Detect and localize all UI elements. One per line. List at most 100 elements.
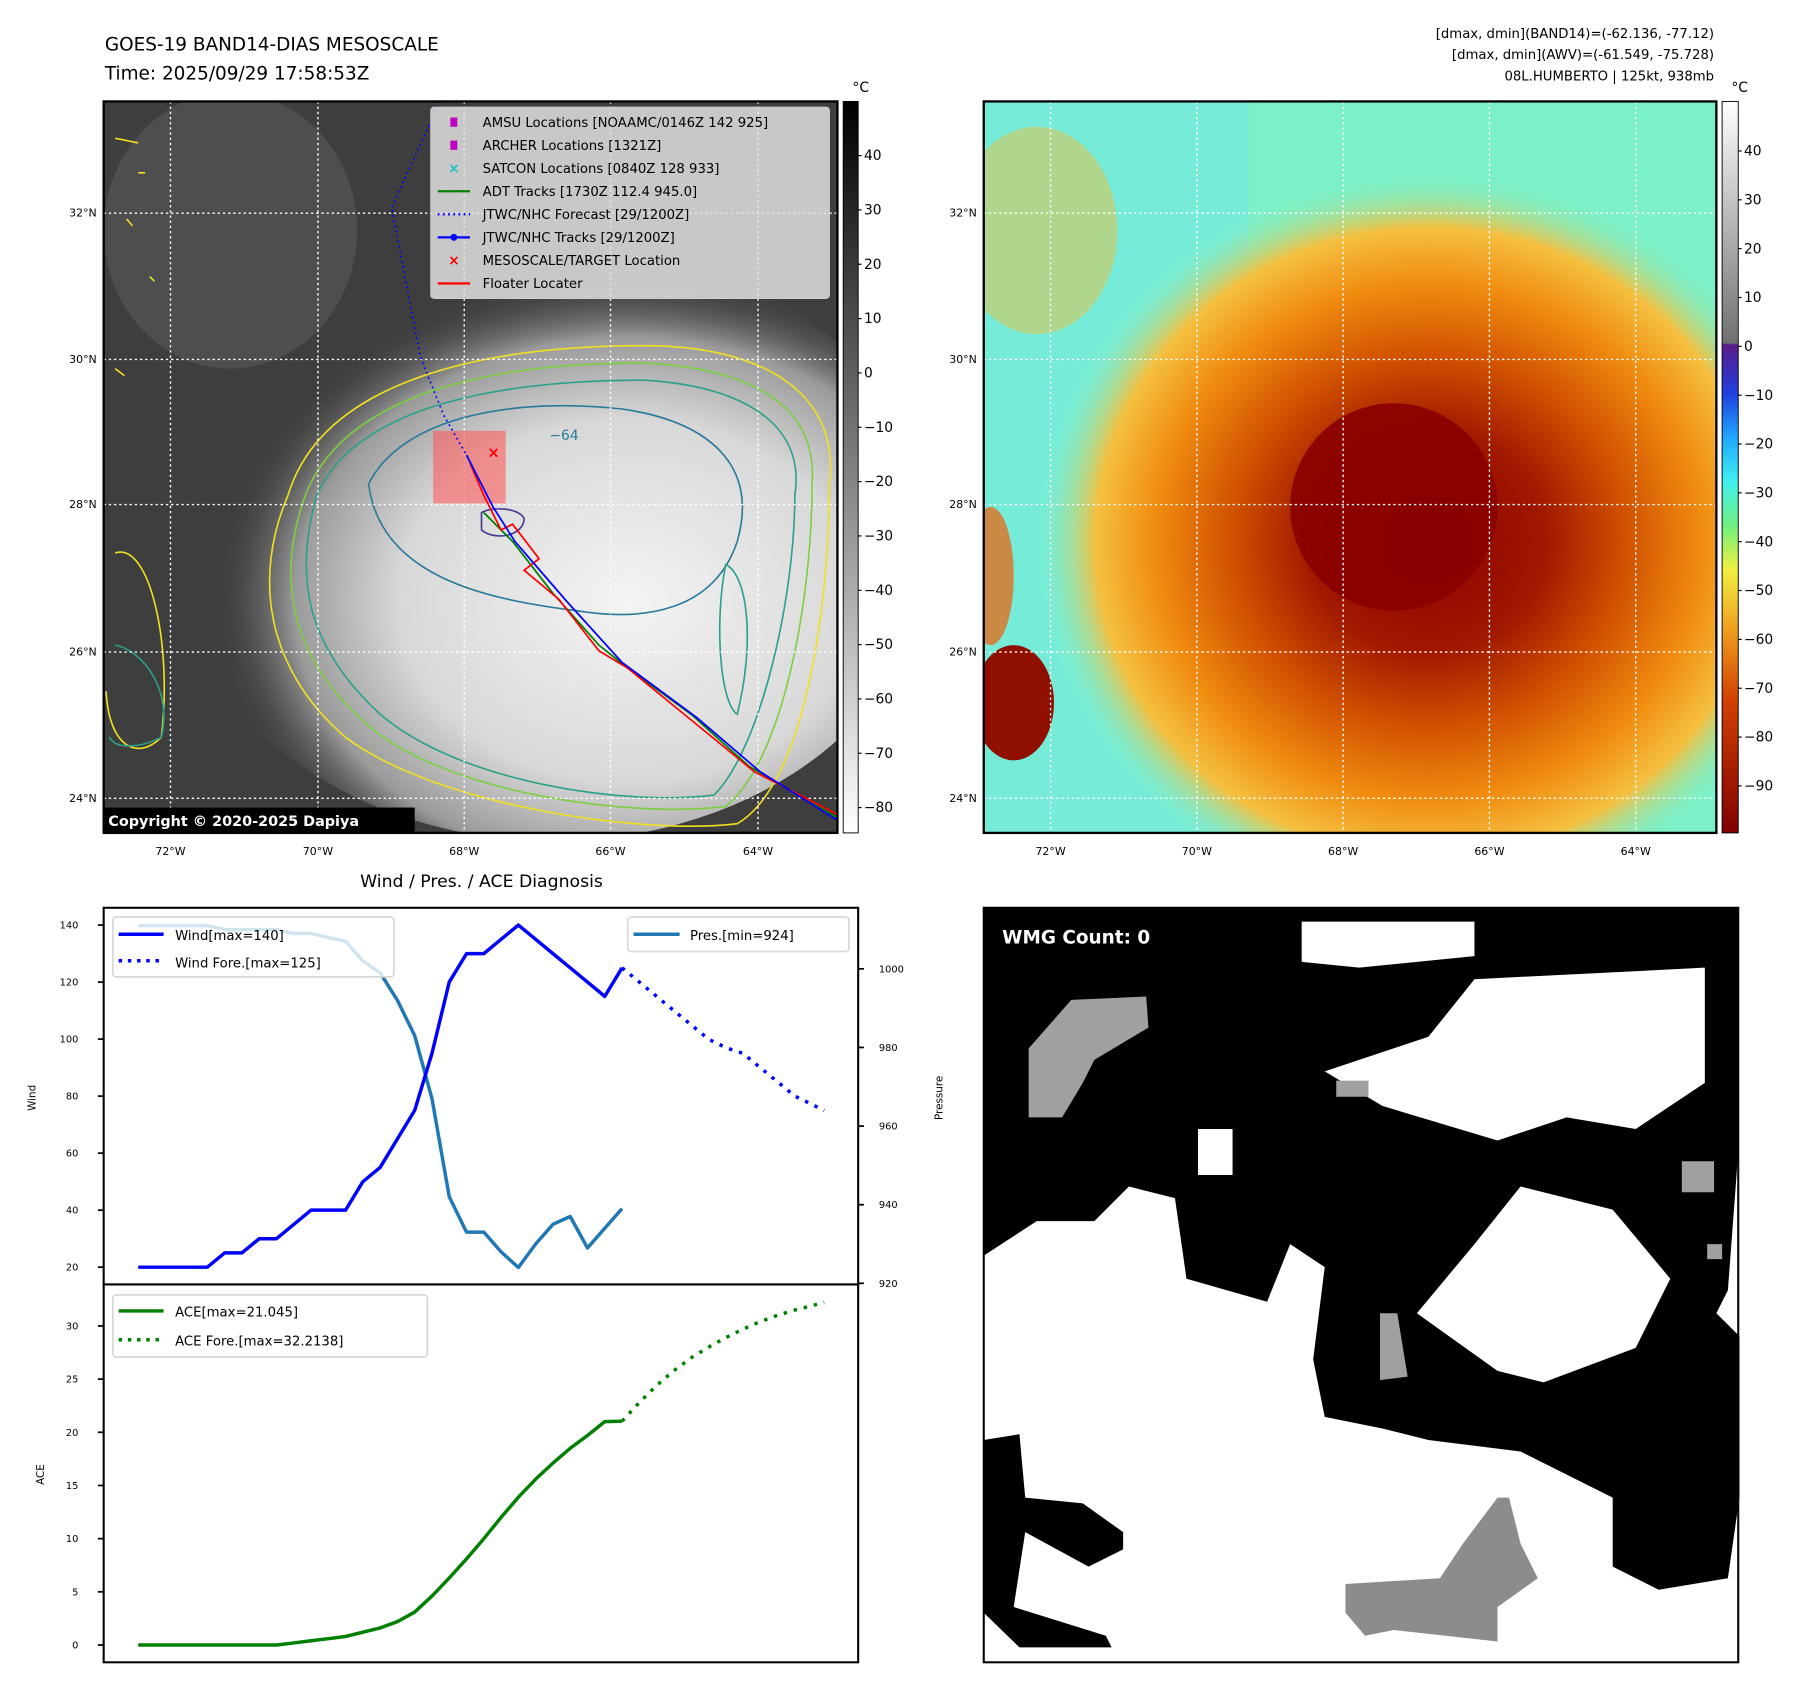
square-marker-icon bbox=[450, 140, 458, 150]
colorbar-tick-label: −80 bbox=[864, 800, 893, 816]
legend-item: × MESOSCALE/TARGET Location bbox=[448, 253, 680, 269]
pressure-legend: Pres.[min=924] bbox=[626, 916, 850, 953]
map-legend: AMSU Locations [NOAAMC/0146Z 142 925] ARC… bbox=[430, 106, 830, 299]
wind-tick-label: 140 bbox=[60, 921, 79, 932]
colorbar-unit-left: °C bbox=[852, 80, 869, 96]
colorbar-tick-label: 20 bbox=[1744, 241, 1762, 257]
eye-region bbox=[1290, 403, 1498, 611]
colorbar-tick-label: 20 bbox=[864, 257, 882, 273]
wmg-gray-region bbox=[1028, 996, 1149, 1118]
latitude-label: 32°N bbox=[949, 207, 977, 220]
wind-tick-label: 60 bbox=[66, 1149, 78, 1160]
legend-item: ARCHER Locations [1321Z] bbox=[450, 139, 661, 154]
latitude-label: 28°N bbox=[949, 498, 977, 511]
latitude-label: 24°N bbox=[949, 792, 977, 805]
longitude-label: 66°W bbox=[595, 845, 625, 858]
ace-tick-label: 5 bbox=[72, 1587, 78, 1598]
legend-item: ADT Tracks [1730Z 112.4 945.0] bbox=[437, 185, 698, 200]
pressure-tick-label: 920 bbox=[879, 1279, 898, 1290]
ace-tick-label: 10 bbox=[66, 1534, 78, 1545]
wmg-panel: WMG Count: 0 bbox=[982, 906, 1740, 1664]
grayscale-colorbar bbox=[842, 100, 859, 834]
legend-label: Wind Fore.[max=125] bbox=[175, 957, 321, 972]
wind-tick-label: 40 bbox=[66, 1206, 78, 1217]
legend-item: JTWC/NHC Tracks [29/1200Z] bbox=[437, 231, 675, 246]
legend-label: ADT Tracks [1730Z 112.4 945.0] bbox=[483, 185, 698, 200]
wind-legend: Wind[max=140] Wind Fore.[max=125] bbox=[112, 916, 395, 978]
best-track bbox=[465, 454, 838, 821]
ace-forecast-line bbox=[620, 1300, 825, 1423]
longitude-label: 68°W bbox=[1328, 845, 1358, 858]
legend-label: JTWC/NHC Tracks [29/1200Z] bbox=[482, 231, 675, 246]
western-cloud bbox=[983, 645, 1054, 761]
temperature-contours bbox=[105, 137, 832, 827]
wind-forecast-line bbox=[620, 966, 825, 1112]
longitude-label: 64°W bbox=[1621, 845, 1651, 858]
target-x-marker: × bbox=[487, 443, 500, 461]
colorbar-tick-label: 0 bbox=[864, 366, 873, 382]
colorbar-tick-label: 30 bbox=[1744, 192, 1762, 208]
colorbar-unit-right: °C bbox=[1731, 80, 1748, 96]
awv-colorbar bbox=[1721, 100, 1739, 834]
colorbar-tick-label: −40 bbox=[864, 583, 893, 599]
colorbar-tick-label: −60 bbox=[864, 692, 893, 708]
latitude-label: 30°N bbox=[69, 353, 97, 366]
wind-axis-label: Wind bbox=[27, 1085, 39, 1111]
mesoscale-target-box bbox=[433, 430, 506, 504]
longitude-label: 72°W bbox=[1035, 845, 1065, 858]
colorbar-tick-label: 40 bbox=[1744, 144, 1762, 160]
western-cloud-edge bbox=[983, 506, 1014, 646]
colorbar-tick-label: 40 bbox=[864, 148, 882, 164]
colorbar-tick-label: −30 bbox=[864, 529, 893, 545]
legend-label: AMSU Locations [NOAAMC/0146Z 142 925] bbox=[483, 116, 769, 131]
ace-line bbox=[138, 1419, 623, 1647]
copyright-box bbox=[103, 807, 415, 833]
latitude-label: 26°N bbox=[69, 646, 97, 659]
cloud-band bbox=[983, 126, 1118, 335]
latitude-label: 32°N bbox=[69, 207, 97, 220]
map-frame bbox=[102, 100, 839, 835]
legend-item: JTWC/NHC Forecast [29/1200Z] bbox=[437, 208, 690, 223]
legend-label: Pres.[min=924] bbox=[690, 929, 794, 944]
ace-tick-label: 15 bbox=[66, 1481, 78, 1492]
contour-label: −64 bbox=[549, 428, 578, 444]
storm-cloud bbox=[172, 242, 838, 833]
latitude-label: 28°N bbox=[69, 498, 97, 511]
wmg-count-label: WMG Count: 0 bbox=[1002, 927, 1150, 948]
legend-label: Floater Locater bbox=[483, 277, 583, 292]
legend-label: JTWC/NHC Forecast [29/1200Z] bbox=[482, 208, 690, 223]
timestamp: Time: 2025/09/29 17:58:53Z bbox=[104, 64, 370, 85]
colorbar-tick-label: 10 bbox=[1744, 290, 1762, 306]
legend-label: ACE Fore.[max=32.2138] bbox=[175, 1335, 343, 1350]
legend-label: SATCON Locations [0840Z 128 933] bbox=[483, 162, 720, 177]
latitude-label: 24°N bbox=[69, 792, 97, 805]
legend-label: MESOSCALE/TARGET Location bbox=[483, 254, 681, 269]
longitude-label: 70°W bbox=[1182, 845, 1212, 858]
pressure-tick-label: 1000 bbox=[879, 964, 904, 975]
wmg-white-region bbox=[1198, 921, 1705, 1383]
ir-map-panel: −64 × Copyright © 2020-2025 Dapiya AMSU … bbox=[103, 101, 838, 833]
ace-tick-label: 25 bbox=[66, 1375, 78, 1386]
wind-tick-label: 120 bbox=[60, 978, 79, 989]
colorbar-tick-label: −20 bbox=[1744, 437, 1773, 453]
colorbar-tick-label: −10 bbox=[864, 420, 893, 436]
wind-tick-label: 20 bbox=[66, 1263, 78, 1274]
colorbar-tick-label: 0 bbox=[1744, 339, 1753, 355]
legend-label: Wind[max=140] bbox=[175, 929, 284, 944]
colorbar-tick-label: −20 bbox=[864, 474, 893, 490]
latitude-label: 30°N bbox=[949, 353, 977, 366]
colorbar-tick-label: −40 bbox=[1744, 534, 1773, 550]
colorbar-tick-label: 30 bbox=[864, 203, 882, 219]
awv-stats: [dmax, dmin](AWV)=(-61.549, -75.728) bbox=[1452, 48, 1714, 63]
longitude-label: 68°W bbox=[449, 845, 479, 858]
wmg-black-region-sw bbox=[983, 1434, 1124, 1648]
storm-info: 08L.HUMBERTO | 125kt, 938mb bbox=[1504, 70, 1714, 85]
x-marker-icon: × bbox=[448, 161, 460, 177]
legend-item: × SATCON Locations [0840Z 128 933] bbox=[448, 161, 719, 177]
legend-label: ACE[max=21.045] bbox=[175, 1306, 298, 1321]
ace-tick-label: 0 bbox=[72, 1640, 78, 1651]
main-title: GOES-19 BAND14-DIAS MESOSCALE bbox=[105, 35, 439, 56]
awv-map-panel bbox=[983, 101, 1717, 833]
chart-title: Wind / Pres. / ACE Diagnosis bbox=[360, 872, 603, 892]
